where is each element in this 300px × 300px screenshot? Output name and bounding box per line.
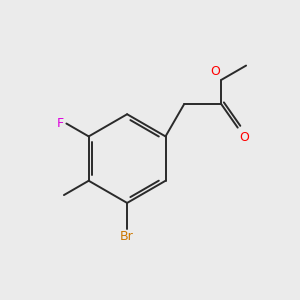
Text: F: F xyxy=(57,117,64,130)
Text: O: O xyxy=(210,65,220,78)
Text: Br: Br xyxy=(120,230,134,243)
Text: O: O xyxy=(239,131,249,144)
